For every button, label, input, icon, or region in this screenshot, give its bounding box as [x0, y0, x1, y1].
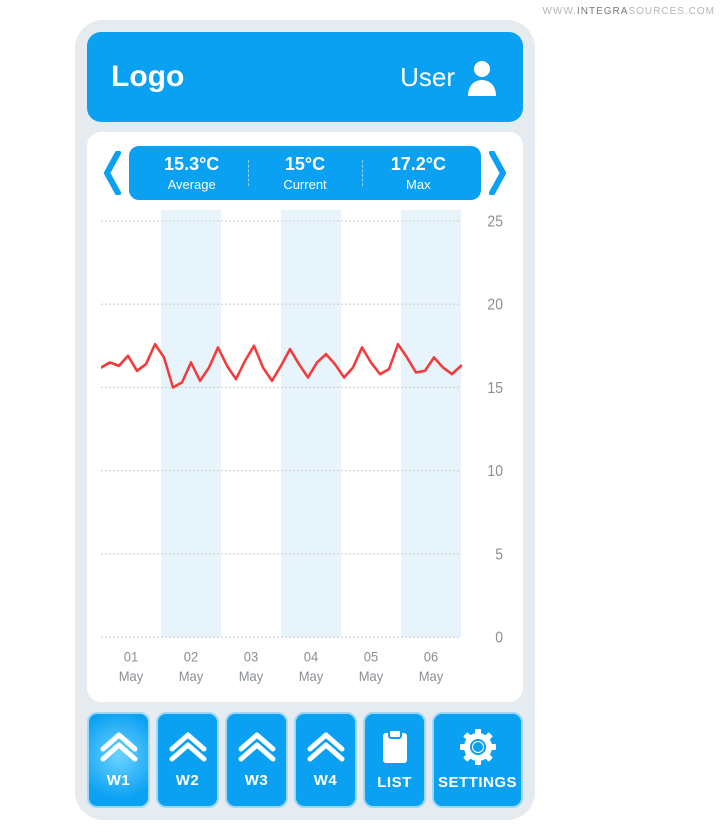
house-icon	[99, 731, 139, 768]
chevron-right-icon[interactable]	[487, 149, 509, 197]
watermark-suffix: SOURCES.COM	[628, 6, 715, 17]
svg-text:15: 15	[487, 380, 503, 397]
temperature-chart: 051015202501May02May03May04May05May06May	[101, 210, 509, 692]
stat-average-label: Average	[135, 177, 248, 192]
nav-w2-label: W2	[176, 772, 200, 789]
svg-text:May: May	[179, 669, 204, 685]
nav-w1-label: W1	[107, 772, 131, 789]
nav-w4-button[interactable]: W4	[294, 712, 357, 808]
user-label: User	[400, 62, 455, 93]
gear-icon	[460, 729, 496, 770]
house-icon	[168, 731, 208, 768]
stats-pill: 15.3°C Average 15°C Current 17.2°C Max	[129, 146, 481, 200]
svg-text:May: May	[299, 669, 324, 685]
svg-text:03: 03	[244, 649, 258, 665]
nav-w3-label: W3	[245, 772, 269, 789]
watermark-name: INTEGRA	[577, 6, 628, 17]
house-icon	[237, 731, 277, 768]
nav-w1-button[interactable]: W1	[87, 712, 150, 808]
svg-text:05: 05	[364, 649, 378, 665]
nav-list-button[interactable]: LIST	[363, 712, 426, 808]
svg-text:25: 25	[487, 214, 503, 231]
top-bar: Logo User	[87, 32, 523, 122]
svg-text:01: 01	[124, 649, 138, 665]
stat-current: 15°C Current	[248, 154, 361, 192]
watermark: WWW.INTEGRASOURCES.COM	[542, 6, 715, 17]
user-icon	[465, 58, 499, 96]
svg-text:02: 02	[184, 649, 198, 665]
stat-current-label: Current	[248, 177, 361, 192]
stat-average: 15.3°C Average	[135, 154, 248, 192]
stat-max: 17.2°C Max	[362, 154, 475, 192]
stat-max-value: 17.2°C	[362, 154, 475, 175]
screen: Logo User 15.3°C	[87, 32, 523, 808]
svg-text:0: 0	[495, 630, 503, 647]
svg-text:May: May	[419, 669, 444, 685]
nav-w2-button[interactable]: W2	[156, 712, 219, 808]
watermark-prefix: WWW.	[542, 6, 577, 17]
house-icon	[306, 731, 346, 768]
clipboard-icon	[380, 729, 410, 770]
bottom-bar: W1 W2 W3 W4	[87, 712, 523, 808]
nav-settings-label: SETTINGS	[438, 774, 517, 791]
stat-average-value: 15.3°C	[135, 154, 248, 175]
svg-text:5: 5	[495, 547, 503, 564]
nav-w4-label: W4	[314, 772, 338, 789]
main-card: 15.3°C Average 15°C Current 17.2°C Max	[87, 132, 523, 702]
logo[interactable]: Logo	[111, 60, 184, 94]
user-button[interactable]: User	[400, 58, 499, 96]
stat-max-label: Max	[362, 177, 475, 192]
svg-text:May: May	[239, 669, 264, 685]
svg-text:06: 06	[424, 649, 438, 665]
stat-current-value: 15°C	[248, 154, 361, 175]
nav-settings-button[interactable]: SETTINGS	[432, 712, 523, 808]
chevron-left-icon[interactable]	[101, 149, 123, 197]
svg-text:04: 04	[304, 649, 319, 665]
svg-text:20: 20	[487, 297, 503, 314]
nav-list-label: LIST	[377, 774, 412, 791]
svg-text:May: May	[359, 669, 384, 685]
phone-frame: Logo User 15.3°C	[75, 20, 535, 820]
stats-row: 15.3°C Average 15°C Current 17.2°C Max	[101, 146, 509, 200]
svg-text:May: May	[119, 669, 144, 685]
nav-w3-button[interactable]: W3	[225, 712, 288, 808]
svg-text:10: 10	[487, 464, 503, 481]
